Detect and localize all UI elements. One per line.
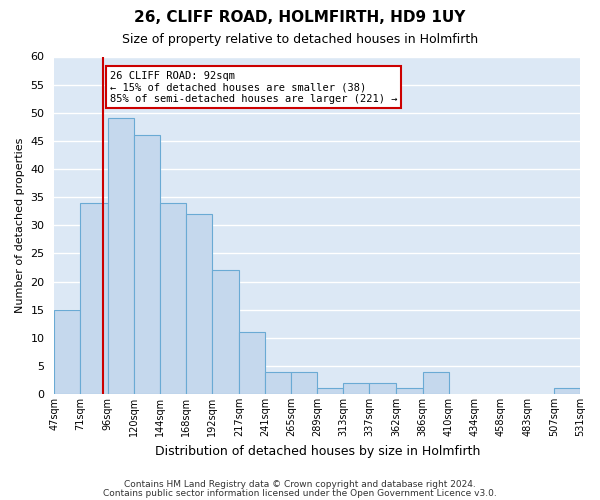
Bar [291, 372, 317, 394]
Bar [343, 383, 370, 394]
Bar [265, 372, 291, 394]
Bar [160, 203, 186, 394]
Bar [317, 388, 343, 394]
Bar [212, 270, 239, 394]
Bar [397, 388, 422, 394]
Bar [422, 372, 449, 394]
Bar [554, 388, 580, 394]
Bar [55, 310, 80, 394]
Text: 26 CLIFF ROAD: 92sqm
← 15% of detached houses are smaller (38)
85% of semi-detac: 26 CLIFF ROAD: 92sqm ← 15% of detached h… [110, 70, 397, 104]
Y-axis label: Number of detached properties: Number of detached properties [15, 138, 25, 313]
Text: Contains HM Land Registry data © Crown copyright and database right 2024.: Contains HM Land Registry data © Crown c… [124, 480, 476, 489]
Text: Size of property relative to detached houses in Holmfirth: Size of property relative to detached ho… [122, 32, 478, 46]
Text: 26, CLIFF ROAD, HOLMFIRTH, HD9 1UY: 26, CLIFF ROAD, HOLMFIRTH, HD9 1UY [134, 10, 466, 25]
Text: Contains public sector information licensed under the Open Government Licence v3: Contains public sector information licen… [103, 488, 497, 498]
Bar [107, 118, 134, 394]
Bar [134, 136, 160, 394]
Bar [80, 203, 107, 394]
X-axis label: Distribution of detached houses by size in Holmfirth: Distribution of detached houses by size … [155, 444, 480, 458]
Bar [370, 383, 397, 394]
Bar [239, 332, 265, 394]
Bar [186, 214, 212, 394]
